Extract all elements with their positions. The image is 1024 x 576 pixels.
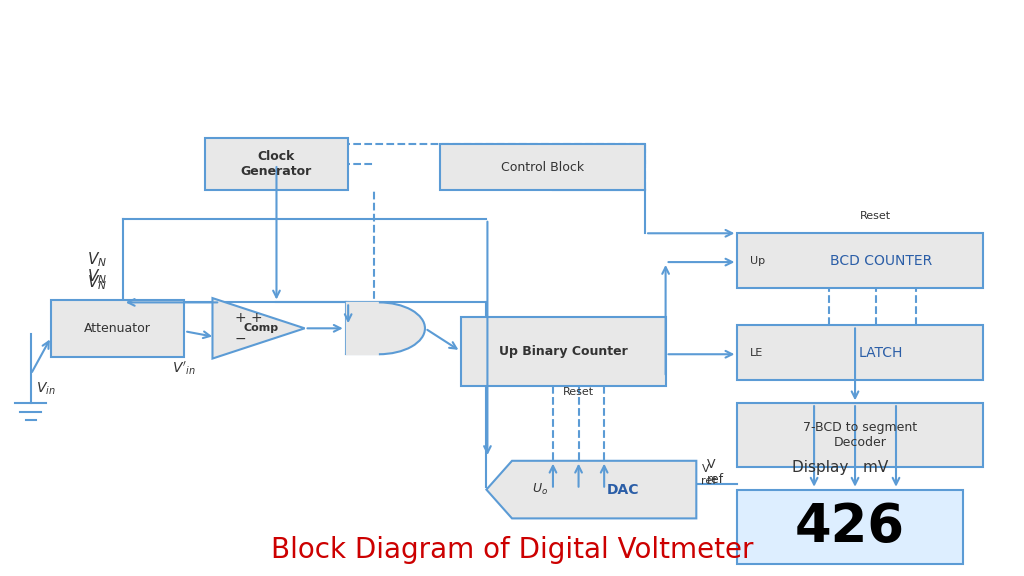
- Wedge shape: [379, 302, 425, 354]
- Text: V
ref: V ref: [701, 464, 717, 486]
- Text: Attenuator: Attenuator: [84, 322, 152, 335]
- Text: Display   mV: Display mV: [792, 460, 888, 475]
- Text: Reset: Reset: [563, 386, 594, 397]
- Text: Reset: Reset: [860, 211, 891, 221]
- Text: $V_N$: $V_N$: [87, 273, 108, 291]
- Text: $V_N$: $V_N$: [87, 250, 108, 268]
- Text: 426: 426: [795, 501, 905, 553]
- Text: $U_o$: $U_o$: [532, 482, 549, 497]
- Polygon shape: [213, 298, 305, 358]
- Text: 7-BCD to segment
Decoder: 7-BCD to segment Decoder: [803, 421, 918, 449]
- FancyBboxPatch shape: [345, 302, 374, 354]
- FancyBboxPatch shape: [461, 317, 666, 386]
- FancyBboxPatch shape: [51, 300, 184, 357]
- Text: Up: Up: [750, 256, 765, 266]
- Text: −: −: [234, 332, 247, 346]
- Text: Up Binary Counter: Up Binary Counter: [499, 345, 628, 358]
- Text: LATCH: LATCH: [858, 346, 903, 360]
- FancyBboxPatch shape: [737, 233, 983, 288]
- FancyBboxPatch shape: [205, 138, 348, 190]
- Polygon shape: [486, 461, 696, 518]
- Text: BCD COUNTER: BCD COUNTER: [829, 253, 932, 268]
- FancyBboxPatch shape: [440, 144, 645, 190]
- Text: Block Diagram of Digital Voltmeter: Block Diagram of Digital Voltmeter: [270, 536, 754, 564]
- Text: Comp: Comp: [244, 323, 279, 334]
- Text: V
ref: V ref: [707, 458, 724, 486]
- Text: $V_{in}$: $V_{in}$: [36, 381, 55, 397]
- Text: DAC: DAC: [606, 483, 639, 497]
- Text: LE: LE: [750, 348, 763, 358]
- Text: +: +: [250, 311, 262, 325]
- Text: Control Block: Control Block: [501, 161, 585, 173]
- FancyBboxPatch shape: [737, 490, 963, 564]
- Text: $V'_{in}$: $V'_{in}$: [172, 360, 197, 377]
- FancyBboxPatch shape: [737, 325, 983, 380]
- Text: $V_N$: $V_N$: [87, 267, 108, 286]
- FancyBboxPatch shape: [737, 403, 983, 467]
- Text: +: +: [234, 311, 247, 325]
- Text: Clock
Generator: Clock Generator: [241, 150, 312, 178]
